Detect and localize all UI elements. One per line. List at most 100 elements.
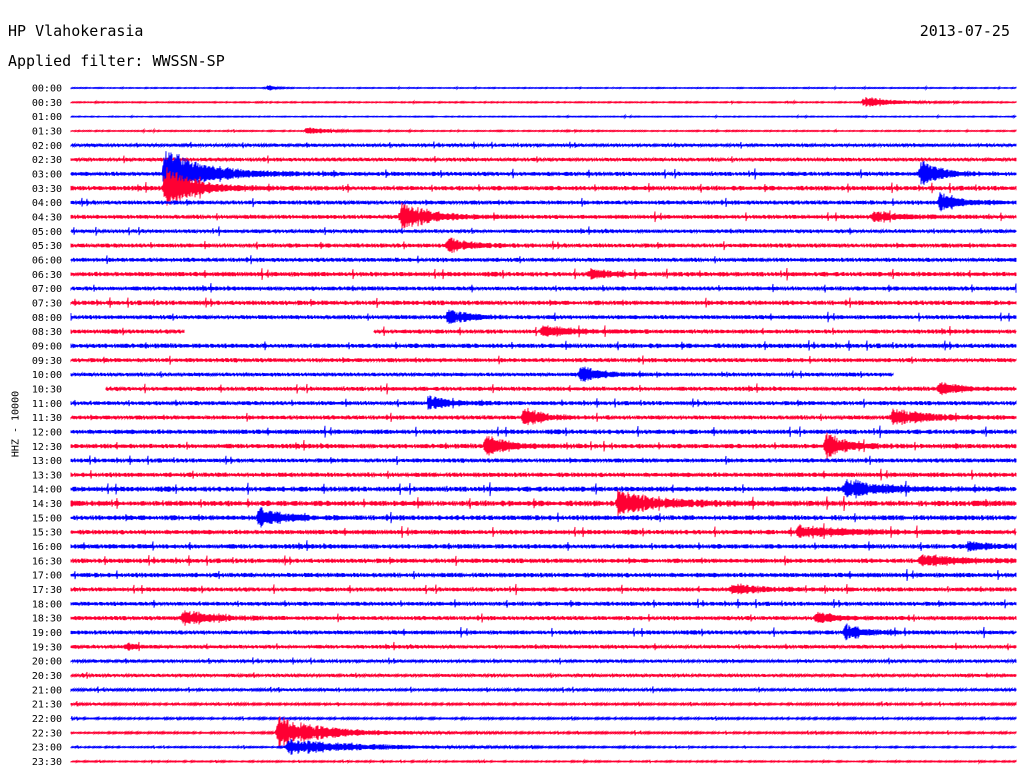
tick-label: 09:30 <box>32 356 62 367</box>
trace-line <box>70 583 1017 596</box>
tick-label: 00:30 <box>32 98 62 109</box>
trace-line <box>70 255 1017 265</box>
tick-label: 19:00 <box>32 628 62 639</box>
trace-line <box>70 167 1017 206</box>
tick-label: 13:30 <box>32 470 62 481</box>
tick-label: 22:00 <box>32 714 62 725</box>
tick-label: 11:00 <box>32 399 62 410</box>
trace-line <box>70 489 1017 517</box>
trace-line <box>70 84 1017 91</box>
trace-line <box>70 355 1017 365</box>
tick-label: 15:30 <box>32 528 62 539</box>
tick-label: 07:00 <box>32 284 62 295</box>
tick-label: 07:30 <box>32 298 62 309</box>
trace-line <box>70 127 1017 135</box>
trace-line <box>70 325 1017 338</box>
tick-label: 04:30 <box>32 212 62 223</box>
trace-line <box>70 715 1017 722</box>
date-label: 2013-07-25 <box>919 22 1010 40</box>
tick-label: 06:00 <box>32 255 62 266</box>
trace-line <box>70 151 1017 197</box>
trace-line <box>70 425 1017 439</box>
tick-label: 23:00 <box>32 743 62 754</box>
tick-label: 09:00 <box>32 341 62 352</box>
tick-label: 21:30 <box>32 700 62 711</box>
trace-line <box>70 623 1017 641</box>
tick-label: 19:30 <box>32 642 62 653</box>
tick-label: 16:30 <box>32 556 62 567</box>
trace-line <box>70 309 1017 324</box>
tick-label: 04:00 <box>32 198 62 209</box>
tick-label: 14:30 <box>32 499 62 510</box>
tick-label: 03:00 <box>32 169 62 180</box>
trace-line <box>70 226 1017 237</box>
tick-label: 14:00 <box>32 485 62 496</box>
trace-line <box>70 479 1017 499</box>
trace-line <box>70 569 1017 581</box>
tick-label: 18:00 <box>32 599 62 610</box>
tick-label: 05:00 <box>32 227 62 238</box>
tick-labels-group: 00:00 00:30 01:00 01:30 02:00 02:30 03:00 03:30… <box>32 84 62 769</box>
trace-line <box>70 716 1017 749</box>
tick-label: 15:00 <box>32 513 62 524</box>
trace-line <box>70 297 1017 308</box>
trace-line <box>70 202 1017 230</box>
trace-line <box>70 97 1017 107</box>
trace-line <box>70 432 1017 460</box>
tick-label: 06:30 <box>32 270 62 281</box>
traces-group <box>70 84 1017 765</box>
tick-label: 17:30 <box>32 585 62 596</box>
tick-label: 08:30 <box>32 327 62 338</box>
trace-line <box>70 758 1017 765</box>
tick-label: 02:30 <box>32 155 62 166</box>
tick-label: 03:30 <box>32 184 62 195</box>
tick-label: 22:30 <box>32 728 62 739</box>
trace-line <box>70 657 1017 665</box>
trace-line <box>70 686 1017 694</box>
trace-line <box>70 407 1017 426</box>
tick-label: 10:00 <box>32 370 62 381</box>
trace-line <box>70 366 894 382</box>
tick-label: 21:00 <box>32 685 62 696</box>
trace-line <box>70 340 1017 351</box>
trace-line <box>70 641 1017 652</box>
tick-label: 16:00 <box>32 542 62 553</box>
tick-label: 12:30 <box>32 442 62 453</box>
tick-label: 20:30 <box>32 671 62 682</box>
tick-label: 10:30 <box>32 384 62 395</box>
filter-label: Applied filter: WWSSN-SP <box>8 52 225 70</box>
tick-label: 11:30 <box>32 413 62 424</box>
tick-label: 01:30 <box>32 126 62 137</box>
station-title: HP Vlahokerasia <box>8 22 144 40</box>
trace-line <box>70 155 1017 164</box>
tick-label: 00:00 <box>32 84 62 95</box>
tick-label: 01:00 <box>32 112 62 123</box>
tick-label: 18:30 <box>32 614 62 625</box>
trace-line <box>70 237 1017 254</box>
tick-label: 17:00 <box>32 571 62 582</box>
tick-label: 20:00 <box>32 657 62 668</box>
tick-label: 12:00 <box>32 427 62 438</box>
trace-line <box>70 554 1017 567</box>
trace-line <box>70 113 1017 120</box>
trace-line <box>70 598 1017 609</box>
trace-line <box>70 455 1017 466</box>
trace-line <box>70 610 1017 626</box>
trace-line <box>70 141 1017 149</box>
trace-line <box>105 382 1017 396</box>
tick-label: 13:00 <box>32 456 62 467</box>
trace-line <box>70 739 1017 755</box>
tick-label: 05:30 <box>32 241 62 252</box>
trace-line <box>70 671 1017 679</box>
tick-label: 02:00 <box>32 141 62 152</box>
trace-line <box>70 395 1017 410</box>
trace-line <box>70 192 1017 212</box>
trace-line <box>70 507 1017 528</box>
trace-line <box>70 523 1017 540</box>
tick-label: 23:30 <box>32 757 62 768</box>
trace-line <box>70 267 1017 281</box>
trace-line <box>70 283 1017 293</box>
trace-line <box>70 468 1017 481</box>
trace-line <box>70 540 1017 552</box>
